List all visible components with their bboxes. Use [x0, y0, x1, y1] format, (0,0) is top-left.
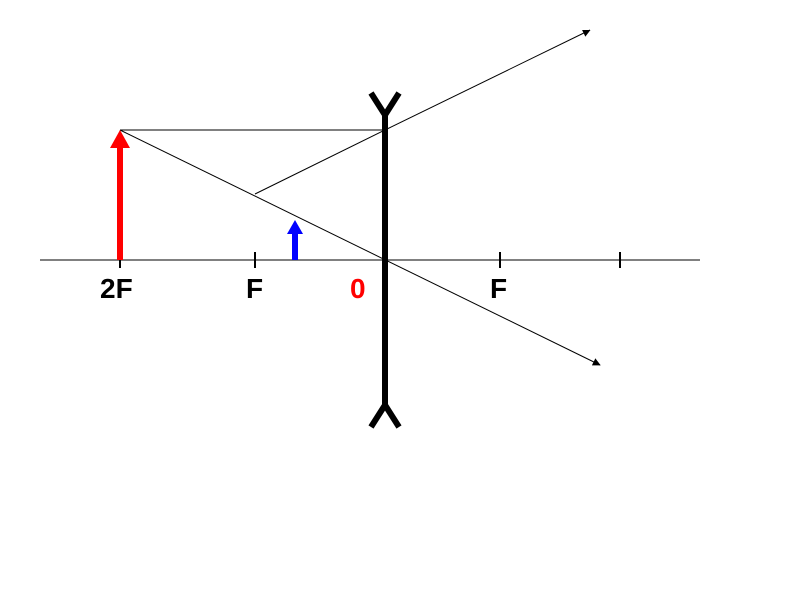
light-rays — [120, 30, 600, 365]
ray-through-center — [120, 130, 600, 365]
ray-refracted-diverging — [385, 30, 590, 130]
lens-bottom-end — [371, 405, 399, 427]
axis-label: F — [246, 273, 263, 304]
lens-ray-diagram: 2F F 0 F — [0, 0, 800, 600]
object-arrow-head — [110, 130, 130, 148]
ray-virtual-extension — [255, 130, 385, 194]
image-arrow-head — [287, 220, 303, 234]
lens-top-end — [371, 93, 399, 115]
image-arrow — [287, 220, 303, 260]
axis-label: F — [490, 273, 507, 304]
axis-label: 2F — [100, 273, 133, 304]
axis-label: 0 — [350, 273, 366, 304]
object-arrow — [110, 130, 130, 260]
axis-labels: 2F F 0 F — [100, 273, 507, 304]
